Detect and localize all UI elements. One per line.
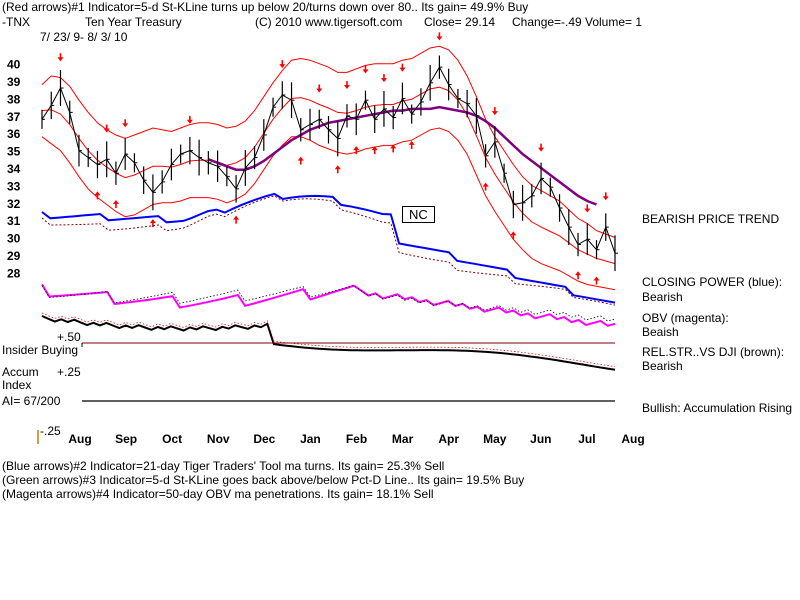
sell-arrow-head [57, 57, 64, 62]
sell-arrow-head [362, 69, 369, 74]
close-value: Close= 29.14 [424, 15, 496, 29]
buy-arrow-head [482, 182, 489, 187]
symbol: -TNX [2, 15, 30, 29]
lower-band-line [41, 127, 616, 291]
buy-arrow-head [94, 191, 101, 196]
minus25-label: -.25 [40, 424, 61, 438]
y-tick-label: 31 [7, 214, 21, 228]
rs-value: Bearish [642, 359, 683, 373]
x-tick-label: Aug [621, 432, 644, 446]
x-tick-label: Mar [392, 432, 414, 446]
nc-label: NC [402, 206, 435, 223]
x-tick-label: Nov [207, 432, 230, 446]
sell-arrow-head [343, 85, 350, 90]
buy-arrow-head [593, 276, 600, 281]
insider-buying: Insider Buying [2, 343, 79, 357]
x-tick-label: Aug [68, 432, 91, 446]
y-tick-label: 38 [7, 92, 21, 106]
x-tick-label: Jan [300, 432, 321, 446]
y-tick-label: 40 [7, 58, 21, 72]
sell-arrow-head [436, 36, 443, 41]
closing-power-ma [41, 195, 616, 306]
sell-arrow-head [122, 123, 129, 128]
middle-band-line [41, 86, 616, 265]
y-tick-label: 37 [7, 110, 21, 124]
obv-label: OBV (magenta): [642, 311, 729, 325]
sell-arrow-head [316, 88, 323, 93]
y-tick-label: 36 [7, 127, 21, 141]
magenta-arrows-legend: (Magenta arrows)#4 Indicator=50-day OBV … [2, 487, 434, 501]
sell-arrow-head [584, 208, 591, 213]
accum-title-1: Accum [2, 365, 39, 379]
plus25-label: +.25 [57, 365, 81, 379]
x-tick-label: Feb [346, 432, 367, 446]
obv-value: Beaish [642, 325, 679, 339]
obv-line [41, 283, 616, 327]
sell-arrow-head [380, 78, 387, 83]
buy-arrow-head [112, 200, 119, 205]
buy-arrow-head [233, 215, 240, 220]
y-tick-label: 39 [7, 75, 21, 89]
buy-arrow-head [353, 146, 360, 151]
x-tick-label: Jul [578, 432, 595, 446]
x-tick-label: Dec [253, 432, 275, 446]
x-tick-label: Jun [530, 432, 551, 446]
date-range: 7/ 23/ 9- 8/ 3/ 10 [40, 30, 128, 44]
buy-arrow-head [334, 165, 341, 170]
closing-power-line [41, 192, 616, 304]
x-tick-label: Oct [162, 432, 182, 446]
buy-arrow-head [297, 156, 304, 161]
sell-arrow-head [103, 128, 110, 133]
y-tick-label: 33 [7, 179, 21, 193]
rel-strength-line [41, 315, 616, 371]
y-tick-label: 34 [7, 162, 21, 176]
price-line [41, 66, 616, 254]
x-tick-label: May [483, 432, 507, 446]
accum-rising: Bullish: Accumulation Rising [642, 401, 793, 415]
buy-arrow-head [408, 140, 415, 145]
ai-value: AI= 67/200 [2, 394, 61, 408]
copyright: (C) 2010 www.tigersoft.com [255, 15, 403, 29]
security-name: Ten Year Treasury [85, 15, 182, 29]
buy-arrow-head [371, 146, 378, 151]
buy-arrow-head [575, 271, 582, 276]
volume-value: Volume= 1 [585, 15, 643, 29]
y-tick-label: 35 [7, 145, 21, 159]
buy-arrow-head [149, 219, 156, 224]
blue-arrows-legend: (Blue arrows)#2 Indicator=21-day Tiger T… [2, 459, 445, 473]
x-tick-label: Sep [115, 432, 137, 446]
x-tick-label: Apr [438, 432, 459, 446]
y-tick-label: 32 [7, 197, 21, 211]
cp-value: Bearish [642, 290, 683, 304]
plus50-label: +.50 [57, 330, 81, 344]
rs-label: REL.STR..VS DJI (brown): [642, 345, 785, 359]
upper-band-line [41, 45, 616, 238]
change-value: Change=-.49 [512, 15, 582, 29]
sell-arrow-head [602, 196, 609, 201]
sell-arrow-head [399, 67, 406, 72]
accum-title-2: Index [2, 378, 32, 392]
sell-arrow-head [279, 64, 286, 69]
buy-arrow-head [510, 231, 517, 236]
sell-arrow-head [538, 147, 545, 152]
obv-ma [41, 285, 616, 322]
sell-arrow-head [491, 111, 498, 116]
y-tick-label: 30 [7, 232, 21, 246]
buy-arrow-head [390, 144, 397, 149]
red-arrows-legend: (Red arrows)#1 Indicator=5-d St-KLine tu… [2, 0, 529, 14]
green-arrows-legend: (Green arrows)#3 Indicator=5-d St-KLine … [2, 473, 525, 487]
cp-label: CLOSING POWER (blue): [642, 275, 783, 289]
rel-strength-ma [41, 312, 616, 368]
y-tick-label: 28 [7, 266, 21, 280]
sell-arrow-head [186, 119, 193, 124]
ma50-line [207, 105, 597, 206]
trend-label: BEARISH PRICE TREND [642, 212, 780, 226]
y-tick-label: 29 [7, 249, 21, 263]
